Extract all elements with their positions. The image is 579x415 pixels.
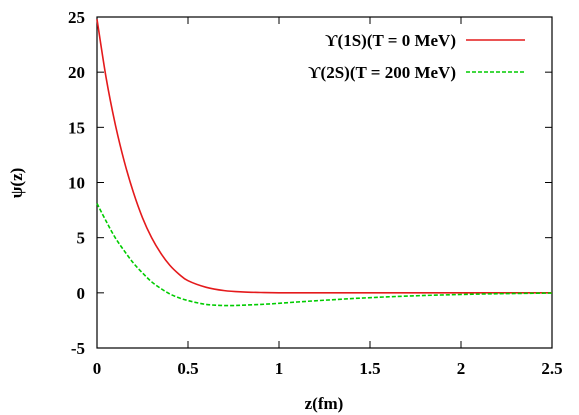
y-tick-label: 25	[68, 8, 85, 27]
y-tick-label: 20	[68, 63, 85, 82]
y-tick-label: 0	[77, 284, 86, 303]
y-tick-label: 5	[77, 229, 86, 248]
x-tick-label: 2	[457, 359, 466, 378]
tick-labels: 0 0.5 1 1.5 2 2.5 -5 0 5 10 15 20 25	[68, 8, 563, 378]
legend-label-series-1: ϒ(1S)(T = 0 MeV)	[325, 31, 456, 50]
series-lines	[96, 19, 553, 307]
y-tick-label: 15	[68, 118, 85, 137]
x-tick-label: 1	[275, 359, 284, 378]
legend-label-series-2: ϒ(2S)(T = 200 MeV)	[308, 63, 456, 82]
y-tick-label: 10	[68, 174, 85, 193]
x-axis-title: z(fm)	[305, 394, 344, 413]
legend: ϒ(1S)(T = 0 MeV) ϒ(2S)(T = 200 MeV)	[308, 31, 525, 82]
x-tick-label: 0	[93, 359, 102, 378]
ticks	[96, 16, 553, 349]
y-axis-title: ψ(z)	[7, 168, 26, 199]
x-tick-label: 0.5	[177, 359, 198, 378]
series-line-1	[96, 19, 552, 294]
series-line-2	[96, 203, 553, 307]
x-tick-label: 1.5	[359, 359, 380, 378]
x-tick-label: 2.5	[541, 359, 562, 378]
y-tick-label: -5	[71, 339, 85, 358]
